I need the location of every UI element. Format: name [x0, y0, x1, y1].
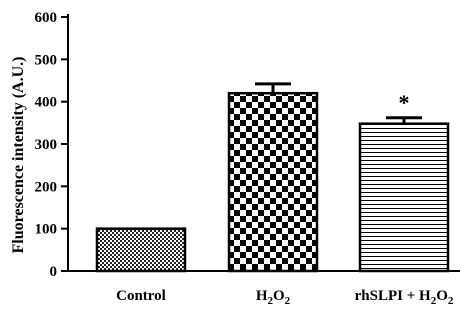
y-tick-label: 600 — [35, 10, 58, 26]
x-tick-label: Control — [116, 288, 166, 304]
y-tick-label: 400 — [35, 95, 58, 111]
category-labels: Control H2O2 rhSLPI + H2O2 — [116, 288, 454, 307]
y-axis-label: Fluorescence intensity (A.U.) — [10, 57, 27, 254]
y-tick-label: 300 — [35, 137, 58, 153]
y-axis: 0 100 200 300 400 500 600 — [35, 10, 69, 280]
x-tick-label: H2O2 — [256, 288, 291, 307]
bar — [95, 227, 187, 273]
y-tick-label: 0 — [50, 264, 58, 280]
bar — [227, 91, 319, 273]
y-tick-label: 200 — [35, 179, 58, 195]
significance-marker: * — [399, 90, 410, 115]
y-tick-label: 100 — [35, 222, 58, 238]
error-bars-group — [255, 82, 422, 124]
y-tick-label: 500 — [35, 52, 58, 68]
bars-group — [95, 91, 450, 273]
annotations-group: * — [399, 90, 410, 115]
x-tick-label: rhSLPI + H2O2 — [355, 288, 454, 307]
bar — [358, 122, 450, 273]
